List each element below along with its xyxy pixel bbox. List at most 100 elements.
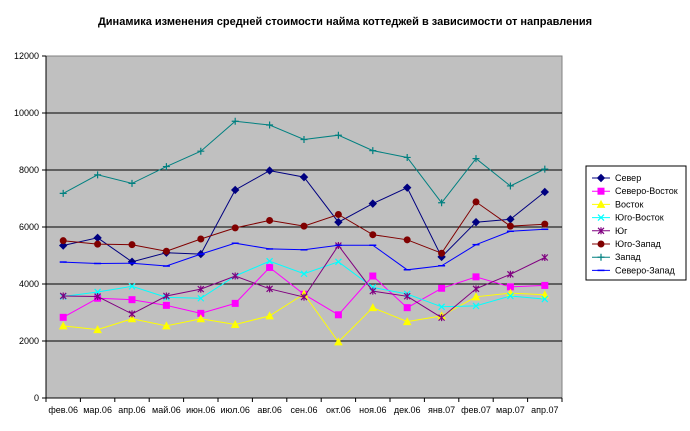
x-axis: фев.06 мар.06 апр.06 май.06 июн.06 июл.06 авг.… (45, 397, 563, 415)
data-point (506, 182, 514, 190)
data-point (231, 117, 239, 125)
data-point (299, 172, 309, 182)
data-point (369, 287, 377, 295)
data-point (541, 253, 549, 261)
data-point (162, 301, 170, 309)
legend-label: Северо-Восток (615, 186, 678, 196)
data-point (369, 272, 377, 280)
data-point (334, 131, 342, 139)
data-point (266, 216, 274, 224)
data-point (162, 163, 170, 171)
data-point (162, 247, 170, 255)
data-point (265, 311, 274, 320)
data-point (59, 189, 67, 197)
y-axis: 0 2000 4000 6000 8000 10000 12000 (14, 51, 47, 403)
legend-marker (597, 187, 605, 195)
y-tick-label: 8000 (19, 165, 39, 175)
data-point (59, 313, 67, 321)
data-point (506, 222, 514, 230)
data-point (128, 296, 136, 304)
y-tick-label: 2000 (19, 336, 39, 346)
x-tick-label: мар.06 (83, 405, 112, 415)
data-point (162, 292, 170, 300)
series-0 (58, 166, 550, 266)
x-tick-label: авг.06 (257, 405, 281, 415)
data-point (403, 236, 411, 244)
data-point (471, 217, 481, 227)
data-point (127, 314, 137, 323)
legend-entry: Юго-Запад (592, 239, 662, 249)
x-tick-label: окт.06 (326, 405, 351, 415)
data-point (128, 282, 136, 290)
data-point (334, 217, 343, 227)
data-point (541, 281, 549, 289)
data-point (472, 302, 480, 310)
legend-label: Северо-Запад (615, 265, 676, 275)
legend-label: Восток (615, 199, 644, 209)
legend-marker (597, 227, 605, 235)
data-point (402, 317, 412, 326)
legend-marker (597, 253, 605, 261)
data-point (334, 311, 342, 319)
data-point (369, 231, 377, 239)
data-point (59, 237, 67, 245)
data-point (231, 224, 239, 232)
data-point (403, 304, 411, 312)
data-point (197, 285, 205, 293)
data-point (403, 153, 411, 161)
legend-entry: Север (592, 173, 641, 183)
data-point (197, 294, 205, 302)
x-tick-label: ноя.06 (359, 405, 386, 415)
data-point (540, 290, 550, 299)
data-point (197, 147, 205, 155)
y-tick-label: 12000 (14, 51, 39, 61)
data-point (196, 314, 206, 323)
series-6 (59, 117, 549, 207)
x-tick-label: апр.07 (531, 405, 558, 415)
y-tick-label: 10000 (14, 108, 39, 118)
data-point (94, 171, 102, 179)
data-point (506, 270, 514, 278)
legend-marker (596, 199, 606, 208)
data-point (472, 198, 480, 206)
data-point (541, 295, 549, 303)
legend-marker (596, 173, 606, 183)
legend-label: Юго-Запад (615, 239, 662, 249)
x-tick-label: сен.06 (291, 405, 318, 415)
x-tick-label: фев.06 (48, 405, 78, 415)
x-tick-label: июн.06 (186, 405, 215, 415)
data-point (334, 210, 342, 218)
legend-entry: Юго-Восток (592, 213, 664, 223)
data-point (472, 273, 480, 281)
data-point (265, 166, 274, 175)
data-point (300, 222, 308, 230)
data-point (231, 272, 239, 280)
legend-marker (597, 214, 605, 222)
y-tick-label: 6000 (19, 222, 39, 232)
legend-box (585, 165, 687, 281)
data-point (541, 220, 549, 228)
data-point (438, 199, 446, 207)
data-point (471, 292, 481, 301)
legend-entries: Север Северо-Восток Восток Юго-Восток Юг Юго-… (592, 173, 678, 275)
data-point (403, 292, 411, 300)
data-point (472, 285, 480, 293)
x-tick-label: мар.07 (496, 405, 525, 415)
data-point (438, 314, 446, 322)
legend: Север Северо-Восток Восток Юго-Восток Юг Юго-… (585, 165, 687, 281)
legend-entry: Запад (592, 252, 641, 262)
data-point (300, 136, 308, 144)
data-point (300, 293, 308, 301)
data-point (58, 321, 68, 330)
data-point (369, 147, 377, 155)
data-point (266, 285, 274, 293)
legend-label: Юго-Восток (615, 213, 664, 223)
data-point (334, 258, 342, 266)
x-tick-label: май.06 (152, 405, 181, 415)
data-point (128, 310, 136, 318)
series-5 (59, 198, 549, 257)
chart-title: Динамика изменения средней стоимости най… (98, 16, 592, 28)
data-point (231, 299, 239, 307)
legend-label: Юг (615, 226, 628, 236)
series-7 (59, 228, 549, 271)
